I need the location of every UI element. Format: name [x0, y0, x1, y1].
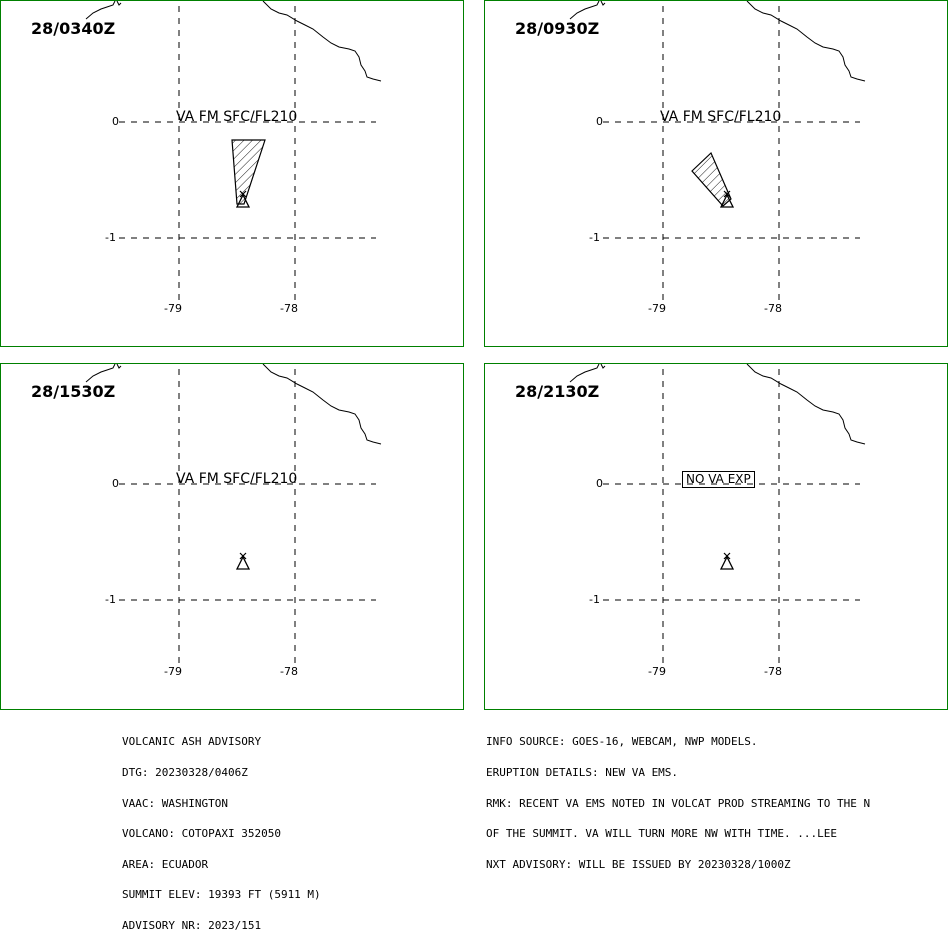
- lon-label-minus79: -79: [164, 665, 182, 678]
- coastline: [85, 1, 382, 82]
- volcano-icon: [235, 552, 251, 570]
- forecast-panel-2: 28/0930Z VA FM SFC/FL210 0 -1 -79 -78: [484, 0, 948, 347]
- map-canvas: [569, 364, 866, 664]
- lat-label-minus1: -1: [105, 231, 116, 244]
- advisory-line: NXT ADVISORY: WILL BE ISSUED BY 20230328…: [486, 857, 791, 871]
- ash-plume: [691, 151, 732, 207]
- lon-label-minus79: -79: [648, 302, 666, 315]
- advisory-header-block: VOLCANIC ASH ADVISORY DTG: 20230328/0406…: [122, 717, 321, 941]
- forecast-panel-4: 28/2130Z NO VA EXP 0 -1 -79 -78: [484, 363, 948, 710]
- forecast-time: 28/0930Z: [515, 19, 600, 38]
- ash-plume: [231, 139, 266, 205]
- lon-label-minus79: -79: [648, 665, 666, 678]
- map-canvas: [569, 1, 866, 301]
- advisory-line: VAAC: WASHINGTON: [122, 796, 228, 810]
- lon-label-minus78: -78: [764, 302, 782, 315]
- advisory-line: INFO SOURCE: GOES-16, WEBCAM, NWP MODELS…: [486, 735, 758, 749]
- lat-lon-grid: [603, 369, 860, 664]
- no-va-expected-label: NO VA EXP: [682, 471, 755, 488]
- advisory-line: SUMMIT ELEV: 19393 FT (5911 M): [122, 888, 321, 902]
- coastline: [569, 364, 866, 445]
- lat-lon-grid: [119, 6, 376, 301]
- plume-label: VA FM SFC/FL210: [660, 109, 782, 125]
- lat-label-minus1: -1: [589, 593, 600, 606]
- lon-label-minus79: -79: [164, 302, 182, 315]
- forecast-time: 28/2130Z: [515, 382, 600, 401]
- lon-label-minus78: -78: [764, 665, 782, 678]
- lat-label-0: 0: [596, 477, 603, 490]
- plume-label: VA FM SFC/FL210: [176, 109, 298, 125]
- advisory-line: ERUPTION DETAILS: NEW VA EMS.: [486, 766, 679, 780]
- lon-label-minus78: -78: [280, 302, 298, 315]
- advisory-line: ADVISORY NR: 2023/151: [122, 919, 262, 933]
- forecast-time: 28/1530Z: [31, 382, 116, 401]
- advisory-line: OF THE SUMMIT. VA WILL TURN MORE NW WITH…: [486, 827, 837, 841]
- map-canvas: [85, 364, 382, 664]
- coastline: [569, 1, 866, 82]
- map-canvas: [85, 1, 382, 301]
- plume-label: VA FM SFC/FL210: [176, 471, 298, 487]
- advisory-line: RMK: RECENT VA EMS NOTED IN VOLCAT PROD …: [486, 796, 871, 810]
- lat-lon-grid: [603, 6, 860, 301]
- advisory-line: VOLCANO: COTOPAXI 352050: [122, 827, 281, 841]
- forecast-panel-1: 28/0340Z VA FM SFC/FL210 0 -1 -79 -78: [0, 0, 464, 347]
- forecast-time: 28/0340Z: [31, 19, 116, 38]
- lat-label-0: 0: [112, 477, 119, 490]
- advisory-line: DTG: 20230328/0406Z: [122, 766, 248, 780]
- lat-lon-grid: [119, 369, 376, 664]
- volcano-icon: [235, 190, 251, 208]
- advisory-line: AREA: ECUADOR: [122, 857, 209, 871]
- lat-label-minus1: -1: [105, 593, 116, 606]
- lat-label-0: 0: [112, 115, 119, 128]
- volcano-icon: [719, 190, 735, 208]
- advisory-remarks-block: INFO SOURCE: GOES-16, WEBCAM, NWP MODELS…: [486, 717, 870, 880]
- lat-label-minus1: -1: [589, 231, 600, 244]
- coastline: [85, 364, 382, 445]
- lon-label-minus78: -78: [280, 665, 298, 678]
- forecast-panel-3: 28/1530Z VA FM SFC/FL210 0 -1 -79 -78: [0, 363, 464, 710]
- volcano-icon: [719, 552, 735, 570]
- lat-label-0: 0: [596, 115, 603, 128]
- advisory-line: VOLCANIC ASH ADVISORY: [122, 735, 262, 749]
